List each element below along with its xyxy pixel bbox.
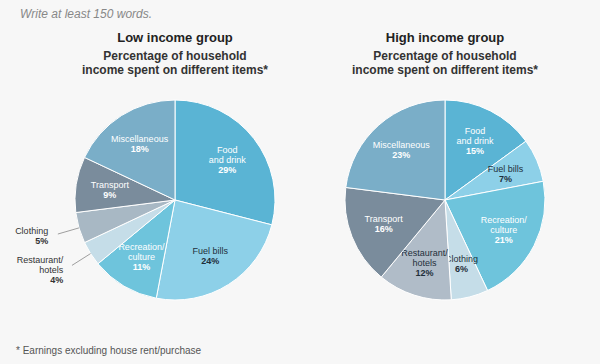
- slice-label: Miscellaneous: [111, 134, 169, 144]
- background: [0, 0, 600, 364]
- slice-label: Restaurant/hotels: [17, 255, 64, 275]
- pie-slice: [345, 187, 445, 277]
- pie-slice: [156, 200, 272, 300]
- data-label: 15%: [466, 146, 484, 156]
- data-label: 9%: [103, 190, 116, 200]
- slice-label: Transport: [91, 180, 130, 190]
- pie-slice: [445, 200, 488, 300]
- header-text: Write at least 150 words.: [20, 7, 152, 21]
- data-label: 12%: [416, 268, 434, 278]
- subtitle: Low income group: [117, 30, 233, 45]
- data-label: 23%: [392, 150, 410, 160]
- title: Percentage of householdincome spent on d…: [82, 49, 268, 77]
- slice-label: Foodand drink: [209, 145, 247, 165]
- slice-label: Recreation/culture: [481, 215, 528, 235]
- data-label: 18%: [131, 144, 149, 154]
- pie-chart: Low income group Percentage of householdi…: [15, 30, 275, 300]
- data-label: 6%: [455, 264, 468, 274]
- subtitle: High income group: [386, 30, 505, 45]
- data-label: 21%: [495, 235, 513, 245]
- data-label: 29%: [218, 165, 236, 175]
- leader-line: [72, 254, 91, 266]
- pie-chart: High income group Percentage of household…: [345, 30, 545, 300]
- pie-slice: [85, 100, 175, 200]
- slice-label: Recreation/culture: [118, 242, 165, 262]
- title: Percentage of householdincome spent on d…: [352, 49, 538, 77]
- slice-label: Restaurant/hotels: [401, 248, 448, 268]
- slice-label: Fuel bills: [488, 164, 524, 174]
- chart-root: Low income group Percentage of householdi…: [0, 0, 600, 364]
- pie-slice: [346, 100, 445, 200]
- leader-line: [58, 228, 79, 234]
- data-label: 7%: [499, 174, 512, 184]
- data-label: 5%: [35, 236, 48, 246]
- slice-label: Fuel bills: [193, 246, 229, 256]
- data-label: 4%: [50, 275, 63, 285]
- data-label: 24%: [201, 256, 219, 266]
- footnote: * Earnings excluding house rent/purchase: [16, 345, 202, 356]
- slice-label: Clothing: [445, 254, 478, 264]
- slice-label: Foodand drink: [456, 126, 494, 146]
- slice-label: Miscellaneous: [373, 140, 431, 150]
- data-label: 11%: [133, 262, 151, 272]
- slice-label: Clothing: [15, 226, 48, 236]
- data-label: 16%: [375, 224, 393, 234]
- slice-label: Transport: [365, 214, 404, 224]
